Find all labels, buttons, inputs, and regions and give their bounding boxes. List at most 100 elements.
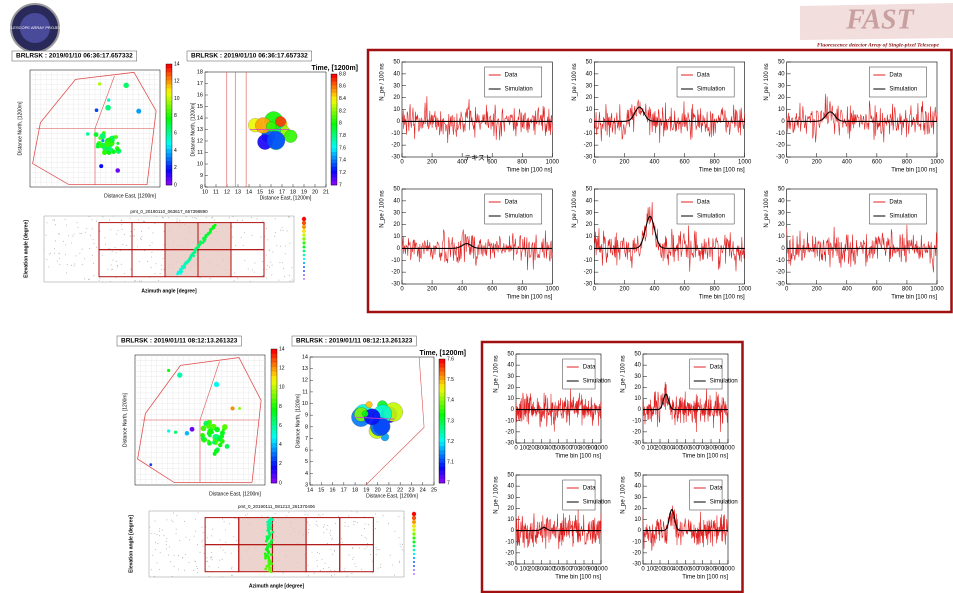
pmt-pixel — [401, 549, 403, 551]
pmt-pixel — [318, 513, 320, 515]
y-tick-label: 0 — [397, 119, 401, 125]
trace-plot: 0 200 400 600 800 1000 -30 -20 -10 0 10 20 30 40 50 Dat… — [764, 187, 944, 301]
x-tick-label: 900 — [714, 446, 725, 452]
x-tick-label: 1000 — [721, 446, 735, 452]
pmt-pixel — [43, 249, 45, 251]
color-bar-tick: 6 — [279, 423, 282, 429]
pmt-pixel — [274, 513, 276, 515]
y-tick-label: 10 — [778, 234, 785, 240]
y-tick-label: 50 — [393, 60, 400, 66]
pmt-pixel — [52, 219, 54, 221]
color-bar-tick: 7.1 — [447, 460, 454, 466]
pmt-pixel — [101, 254, 103, 256]
color-bar-cell — [331, 140, 337, 145]
pmt-pixel — [308, 524, 310, 526]
pmt-pixel — [266, 269, 268, 271]
legend-label: Data — [697, 200, 710, 206]
pmt-pixel — [352, 557, 354, 559]
color-bar-cell — [271, 398, 277, 403]
pmt-pixel — [109, 219, 111, 221]
pmt-pixel — [380, 566, 382, 568]
y-tick-label: 20 — [634, 506, 641, 512]
x-tick-label: 21 — [323, 189, 329, 195]
pmt-pixel — [185, 216, 187, 218]
pmt-pixel — [266, 228, 268, 230]
y-tick-label: 0 — [511, 407, 515, 413]
x-tick-label: 600 — [872, 287, 883, 293]
pmt-pixel — [394, 530, 396, 532]
hit-station — [213, 448, 219, 454]
color-bar-cell — [331, 125, 337, 130]
y-tick-label: 20 — [778, 95, 785, 101]
pmt-pixel — [188, 562, 190, 564]
pmt-pixel — [370, 553, 372, 555]
color-bar-cell — [271, 447, 277, 453]
x-tick-label: 400 — [545, 567, 556, 573]
color-bar-cell — [271, 469, 277, 475]
y-tick-label: 50 — [507, 473, 514, 479]
axis-label: N_pe / 100 ns — [764, 63, 770, 100]
pmt-pixel — [291, 267, 293, 269]
legend-box — [562, 479, 596, 511]
y-tick-label: -10 — [505, 418, 514, 424]
pmt-pixel — [366, 546, 368, 548]
pmt-pixel — [157, 543, 159, 545]
pmt-pixel — [59, 263, 61, 265]
pmt-pixel — [140, 280, 142, 282]
pmt-pixel — [173, 554, 175, 556]
pmt-pixel — [234, 272, 236, 274]
color-bar-cell — [166, 144, 172, 149]
pmt-pixel — [233, 536, 235, 538]
color-bar-frame — [330, 73, 338, 186]
pmt-pixel — [150, 533, 152, 535]
pmt-pixel — [367, 523, 369, 525]
pmt-pixel — [208, 566, 210, 568]
trace-plot: 0 200 400 600 800 1000 -30 -20 -10 0 10 20 30 40 50 Dat… — [764, 60, 944, 174]
legend-dot — [301, 216, 307, 222]
x-tick-label: 25 — [431, 487, 437, 493]
pmt-pixel — [176, 218, 178, 220]
pmt-pixel — [172, 521, 174, 523]
pmt-pixel — [291, 279, 293, 281]
hit-station — [101, 139, 105, 143]
pmt-pixel — [102, 216, 104, 218]
pmt-pixel — [79, 252, 81, 254]
color-bar-cell — [439, 421, 445, 426]
pmt-pixel — [326, 528, 328, 530]
title-box — [291, 335, 417, 347]
legend-label: Data — [889, 200, 902, 206]
pmt-pixel — [262, 220, 264, 222]
hit-station — [213, 381, 220, 388]
camera-box — [230, 249, 265, 278]
pmt-pixel — [73, 233, 75, 235]
color-bar-cell — [271, 375, 277, 381]
x-tick-label: 17 — [279, 189, 285, 195]
y-tick-label: -30 — [391, 282, 400, 288]
legend-box — [869, 193, 927, 225]
legend-label: Data — [583, 486, 596, 492]
pmt-pixel — [230, 552, 232, 554]
y-tick-label: 30 — [507, 495, 514, 501]
pmt-pixel — [143, 250, 145, 252]
color-bar-cell — [271, 380, 277, 386]
color-bar-cell — [271, 456, 277, 461]
pmt-pixel — [196, 567, 198, 569]
pmt-pixel — [225, 541, 227, 543]
hit-station — [149, 463, 153, 467]
pmt-pixel — [282, 572, 284, 574]
pmt-pixel — [266, 277, 268, 279]
pmt-pixel — [279, 245, 281, 247]
y-tick-label: -30 — [505, 441, 514, 447]
pmt-pixel — [151, 256, 153, 258]
color-bar-cell — [331, 159, 337, 164]
pmt-pixel — [346, 575, 348, 577]
data-trace — [642, 505, 729, 551]
pmt-pixel — [206, 537, 208, 539]
color-bar-cell — [166, 116, 172, 121]
color-bar-cell — [331, 177, 337, 182]
pmt-pixel — [109, 281, 111, 283]
color-bar-cell — [271, 465, 277, 470]
pmt-pixel — [92, 262, 94, 264]
color-bar-cell — [331, 148, 337, 152]
pmt-pixel — [219, 559, 221, 561]
